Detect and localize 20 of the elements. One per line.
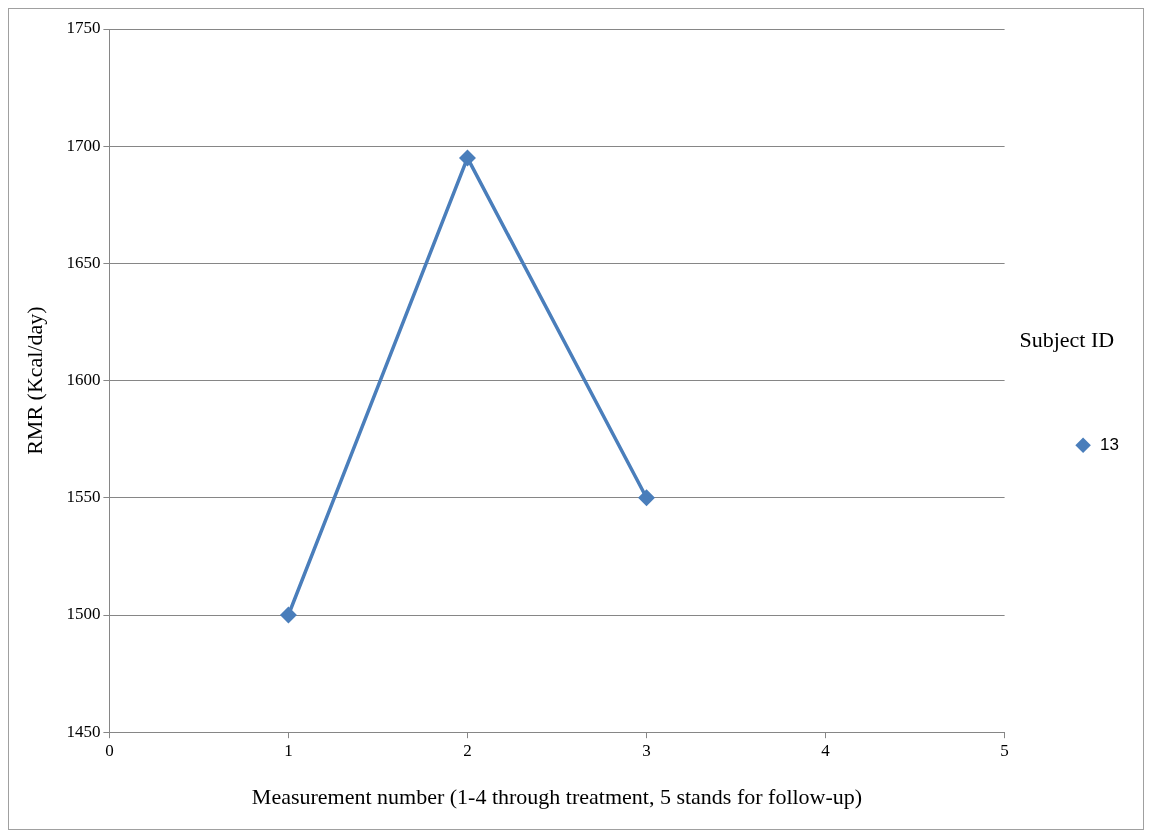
x-tick-label: 5 (1000, 740, 1009, 760)
legend-title: Subject ID (1019, 327, 1115, 353)
y-tick-label: 1700 (66, 135, 101, 155)
x-tick-label: 0 (105, 740, 114, 760)
legend-label: 13 (1100, 434, 1120, 454)
x-axis-title: Measurement number (1-4 through treatment, 5 stands for follow-up) (251, 783, 863, 809)
y-tick-label: 1550 (66, 487, 101, 507)
point (638, 490, 655, 506)
y-axis-title: RMR (Kcal/day) (21, 306, 47, 455)
point (459, 150, 476, 166)
x-tick-label: 2 (463, 740, 472, 760)
point (280, 607, 297, 623)
y-tick-label: 1500 (66, 604, 101, 624)
y-tick-label: 1750 (66, 18, 101, 38)
x-tick-label: 1 (284, 740, 293, 760)
y-tick-label: 1650 (66, 252, 101, 272)
y-tick-label: 1450 (66, 721, 101, 741)
x-tick-label: 3 (642, 740, 651, 760)
x-tick-label: 4 (821, 740, 831, 760)
y-tick-label: 1600 (66, 370, 101, 390)
